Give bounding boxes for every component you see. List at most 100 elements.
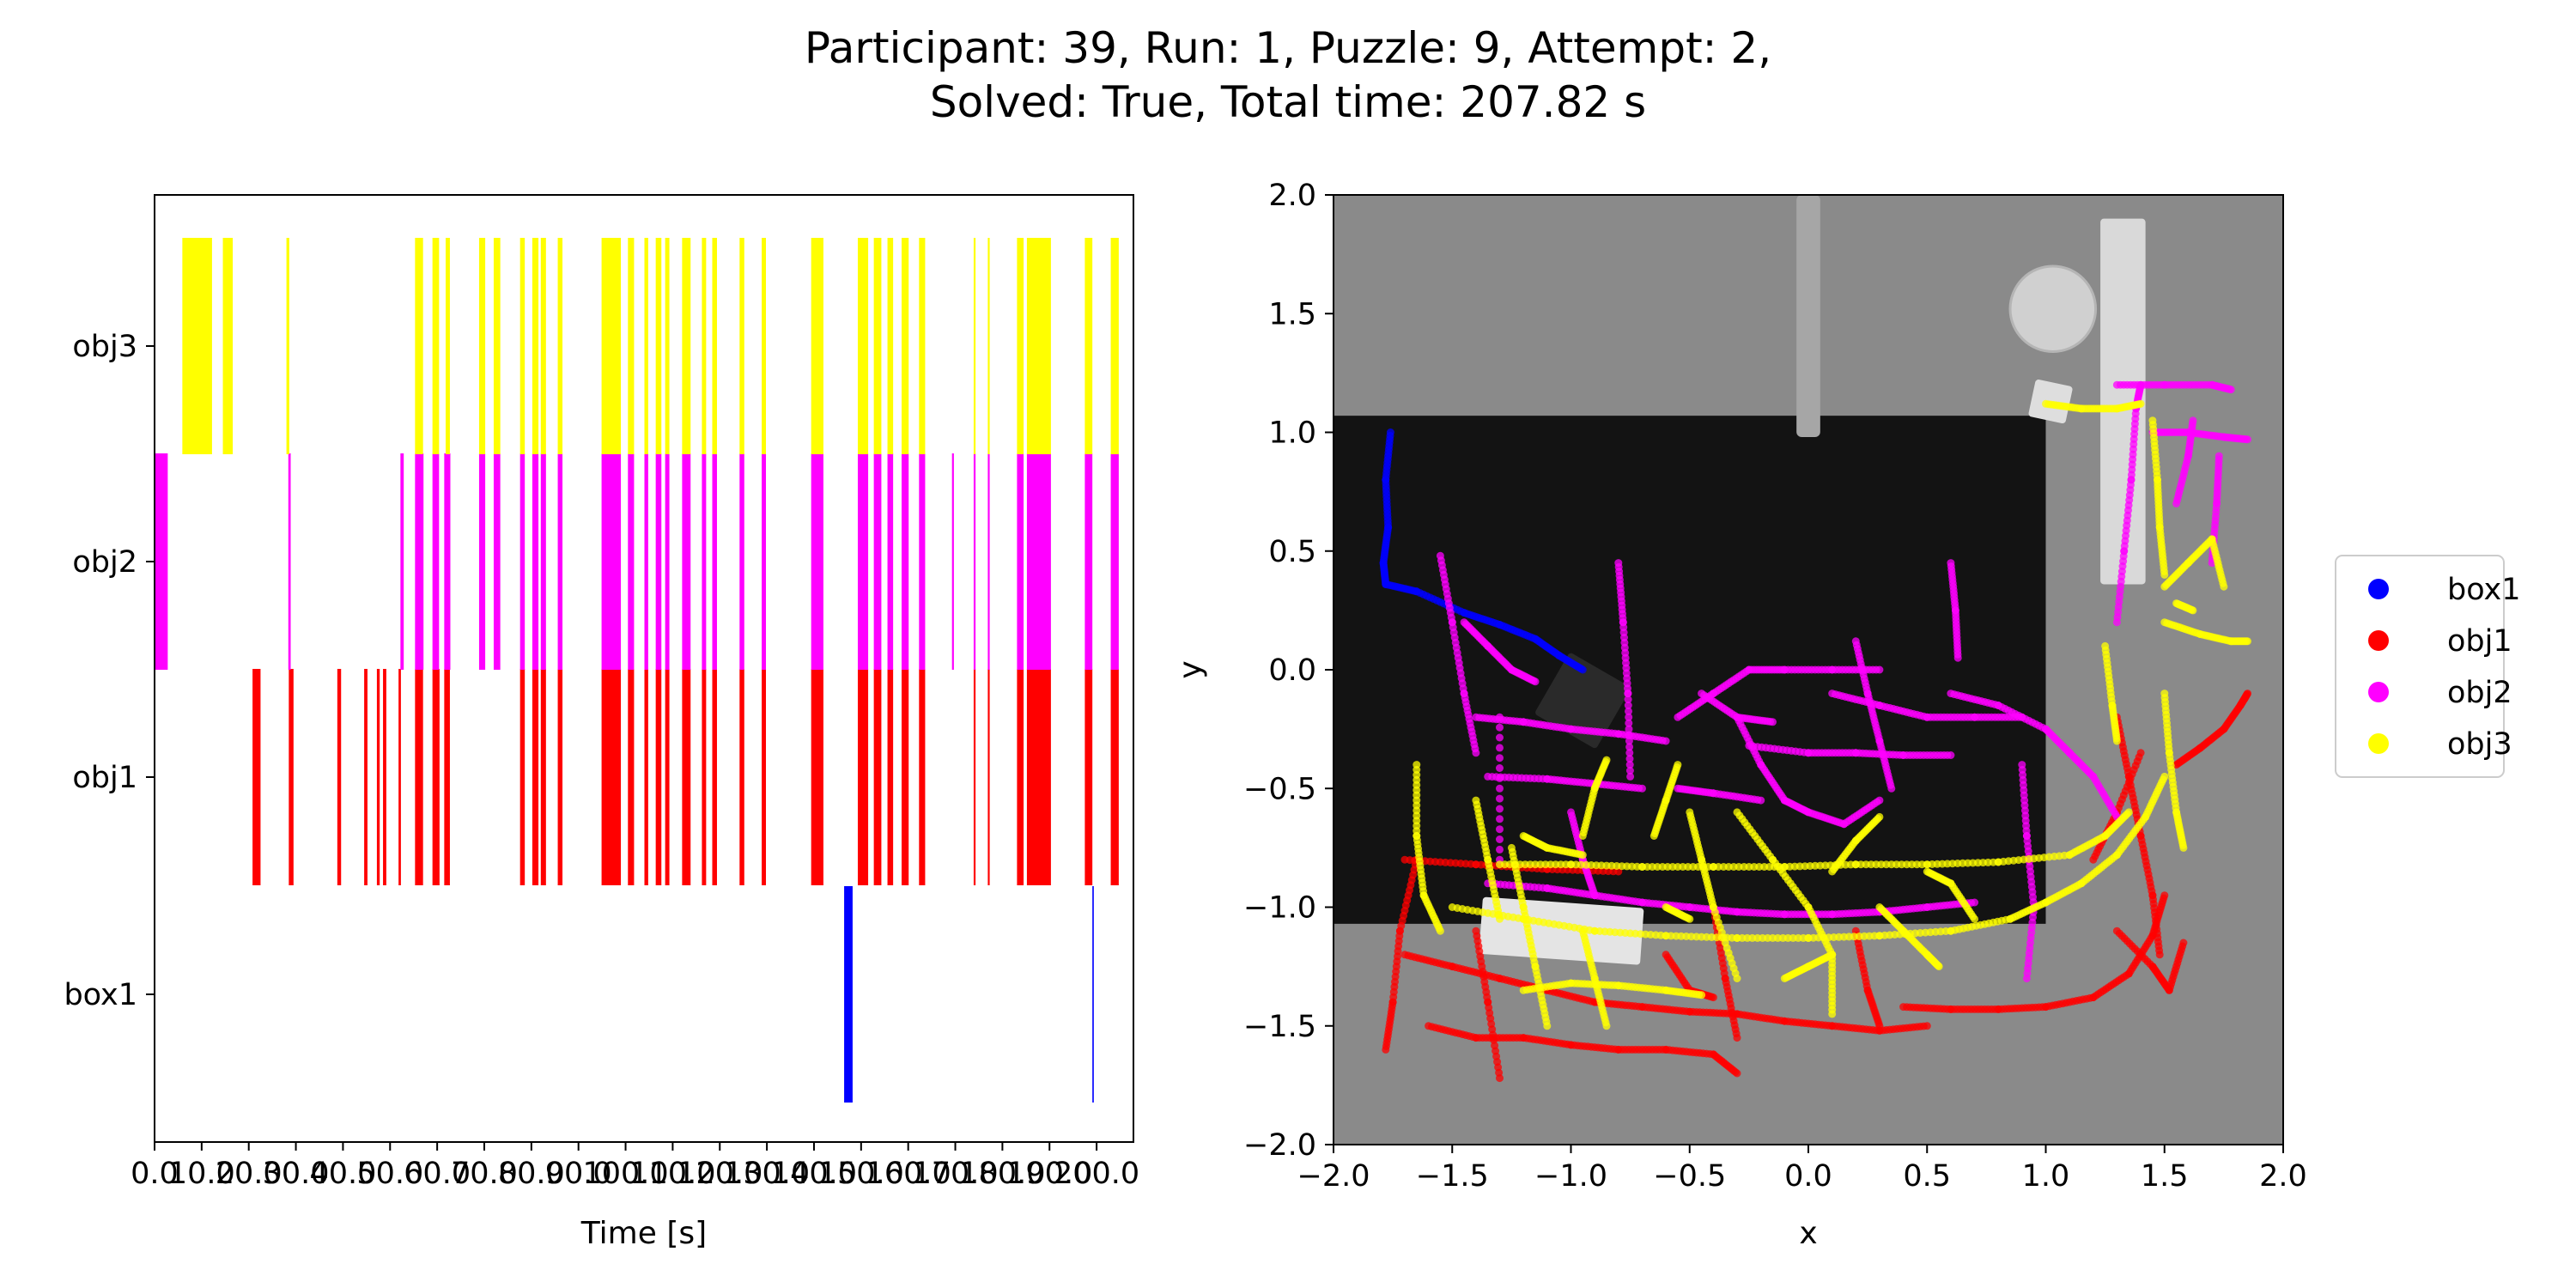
timeline-bar-obj3 xyxy=(644,238,648,454)
trajectory-y-tick-label: 2.0 xyxy=(1268,179,1316,213)
timeline-bar-obj2 xyxy=(655,453,662,670)
trajectory-y-ticks: −2.0 −1.5 −1.0 −0.5 0.0 0.5 1.0 1.5 2.0 xyxy=(1243,179,1334,1163)
timeline-bar-obj3 xyxy=(665,238,670,454)
point-obj2 xyxy=(1496,794,1504,803)
trajectory-x-label: x xyxy=(1799,1216,1817,1251)
point-obj2 xyxy=(1496,744,1504,752)
timeline-y-ticks: box1 obj1 obj2 obj3 xyxy=(64,330,155,1012)
timeline-x-tick-label: 120.0 xyxy=(677,1157,762,1191)
point-obj2 xyxy=(1625,767,1634,775)
point-obj2 xyxy=(1496,774,1504,782)
timeline-bar-obj2 xyxy=(919,453,926,670)
timeline-frame xyxy=(154,194,1134,1143)
timeline-bar-obj1 xyxy=(398,669,401,885)
timeline-bar-obj2 xyxy=(873,453,882,670)
timeline-bar-obj2 xyxy=(540,453,546,670)
timeline-bar-obj3 xyxy=(887,238,894,454)
timeline-x-tick-label: 30.0 xyxy=(263,1157,330,1191)
timeline-x-tick-label: 50.0 xyxy=(356,1157,423,1191)
timeline-bar-obj3 xyxy=(702,238,707,454)
point-obj3 xyxy=(1828,1010,1837,1018)
timeline-bar-obj2 xyxy=(987,453,990,670)
timeline-bar-obj1 xyxy=(415,669,423,885)
point-obj2 xyxy=(1496,845,1504,854)
timeline-bar-obj3 xyxy=(902,238,909,454)
point-obj2 xyxy=(2215,452,2223,460)
timeline-bar-obj1 xyxy=(1084,669,1093,885)
timeline-bar-obj2 xyxy=(902,453,909,670)
timeline-bar-obj1 xyxy=(540,669,546,885)
trajectory-x-tick-label: −1.5 xyxy=(1416,1159,1489,1194)
timeline-bar-obj2 xyxy=(519,453,526,670)
timeline-bar-box1 xyxy=(1092,886,1094,1103)
scene-bar xyxy=(2100,218,2146,585)
timeline-bar-obj2 xyxy=(887,453,894,670)
point-obj2 xyxy=(1624,690,1632,698)
point-obj3 xyxy=(2179,843,2188,852)
timeline-bar-obj2 xyxy=(712,453,717,670)
point-obj2 xyxy=(1953,653,1962,662)
point-obj2 xyxy=(1662,737,1670,745)
point-obj2 xyxy=(1947,751,1955,759)
timeline-bar-obj2 xyxy=(1026,453,1051,670)
point-obj1 xyxy=(1875,1022,1884,1030)
timeline-x-tick-label: 110.0 xyxy=(629,1157,715,1191)
point-obj2 xyxy=(2244,435,2251,444)
trajectory-x-tick-label: 1.0 xyxy=(2022,1159,2070,1194)
point-obj3 xyxy=(2220,582,2228,591)
trajectory-y-tick-label: 0.5 xyxy=(1268,535,1316,569)
trajectory-y-tick-label: 0.0 xyxy=(1268,653,1316,688)
point-obj1 xyxy=(1496,1074,1504,1083)
point-obj2 xyxy=(1496,764,1504,772)
trajectory-x-tick-label: −1.0 xyxy=(1534,1159,1607,1194)
legend-label-obj3: obj3 xyxy=(2447,727,2512,762)
timeline-bar-obj1 xyxy=(811,669,823,885)
point-obj1 xyxy=(1733,1034,1741,1042)
point-obj1 xyxy=(2136,749,2145,757)
point-box1 xyxy=(1578,665,1587,674)
timeline-x-tick-label: 0.0 xyxy=(131,1157,179,1191)
timeline-bar-obj1 xyxy=(887,669,894,885)
point-obj1 xyxy=(1709,993,1717,1002)
timeline-bar-obj3 xyxy=(601,238,622,454)
timeline-bar-obj2 xyxy=(702,453,707,670)
point-obj2 xyxy=(2022,975,2031,982)
timeline-bar-obj1 xyxy=(601,669,622,885)
timeline-bar-obj1 xyxy=(337,669,342,885)
point-obj3 xyxy=(1578,851,1587,860)
timeline-bar-obj2 xyxy=(951,453,954,670)
legend-marker-obj1 xyxy=(2368,630,2389,651)
timeline-bar-obj2 xyxy=(644,453,648,670)
timeline-bar-obj2 xyxy=(1084,453,1093,670)
timeline-x-tick-label: 40.0 xyxy=(309,1157,376,1191)
point-obj2 xyxy=(1769,718,1777,726)
timeline-bar-obj3 xyxy=(857,238,869,454)
point-obj2 xyxy=(1875,665,1884,674)
trajectory-y-label: y xyxy=(1173,660,1208,678)
timeline-x-tick-label: 20.0 xyxy=(216,1157,283,1191)
timeline-x-tick-label: 140.0 xyxy=(771,1157,857,1191)
timeline-bar-obj1 xyxy=(1110,669,1119,885)
point-obj3 xyxy=(1875,812,1884,821)
point-obj2 xyxy=(1496,713,1504,721)
timeline-bar-obj1 xyxy=(1017,669,1024,885)
timeline-bar-obj3 xyxy=(873,238,882,454)
timeline-bar-obj2 xyxy=(415,453,424,670)
point-obj3 xyxy=(2160,570,2169,579)
timeline-bar-obj3 xyxy=(415,238,423,454)
point-obj2 xyxy=(1625,713,1633,721)
trajectory-y-tick-label: −0.5 xyxy=(1243,772,1316,806)
timeline-bar-obj3 xyxy=(739,238,744,454)
timeline-bar-obj3 xyxy=(919,238,926,454)
point-obj2 xyxy=(1625,749,1634,757)
timeline-bar-obj1 xyxy=(628,669,635,885)
timeline-bar-obj3 xyxy=(222,238,234,454)
point-obj2 xyxy=(1625,743,1634,751)
scene-background xyxy=(1334,195,2283,1145)
timeline-bar-obj1 xyxy=(873,669,882,885)
timeline-bar-obj3 xyxy=(682,238,691,454)
point-obj3 xyxy=(2112,737,2121,745)
legend-label-obj1: obj1 xyxy=(2447,624,2512,659)
timeline-bar-obj3 xyxy=(182,238,212,454)
point-obj3 xyxy=(1543,1022,1552,1030)
